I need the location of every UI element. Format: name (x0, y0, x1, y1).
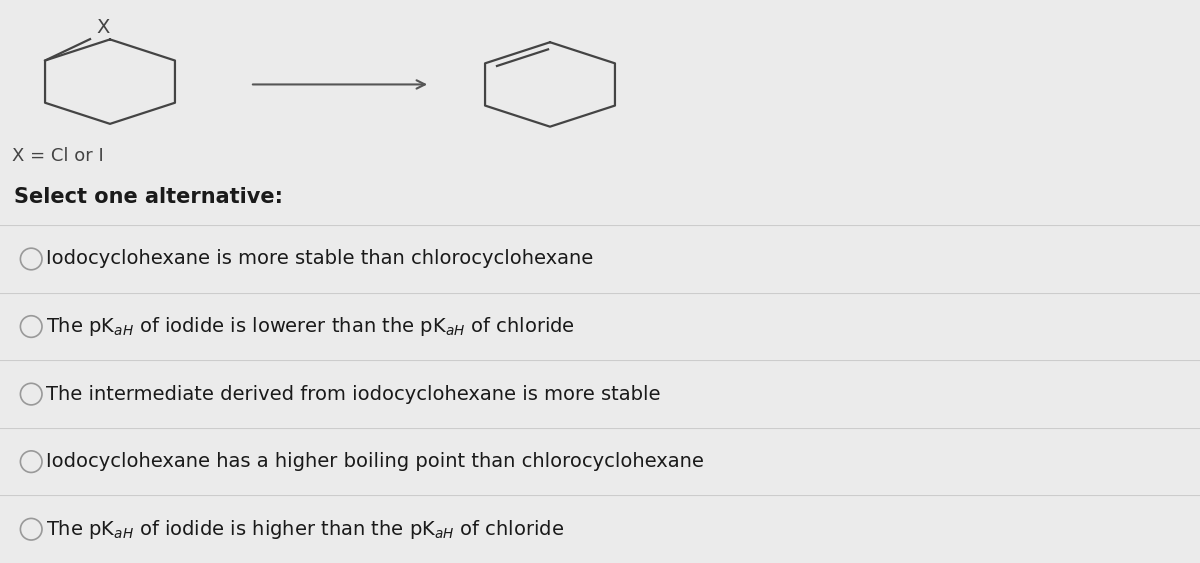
Text: Iodocyclohexane is more stable than chlorocyclohexane: Iodocyclohexane is more stable than chlo… (46, 249, 593, 269)
Text: X = Cl or I: X = Cl or I (12, 147, 103, 165)
Text: The pK$_{aH}$ of iodide is higher than the pK$_{aH}$ of chloride: The pK$_{aH}$ of iodide is higher than t… (46, 518, 564, 540)
Text: Select one alternative:: Select one alternative: (14, 187, 283, 207)
Text: The pK$_{aH}$ of iodide is lowerer than the pK$_{aH}$ of chloride: The pK$_{aH}$ of iodide is lowerer than … (46, 315, 575, 338)
Text: X: X (96, 19, 109, 37)
Text: The intermediate derived from iodocyclohexane is more stable: The intermediate derived from iodocycloh… (46, 385, 660, 404)
Text: Iodocyclohexane has a higher boiling point than chlorocyclohexane: Iodocyclohexane has a higher boiling poi… (46, 452, 703, 471)
